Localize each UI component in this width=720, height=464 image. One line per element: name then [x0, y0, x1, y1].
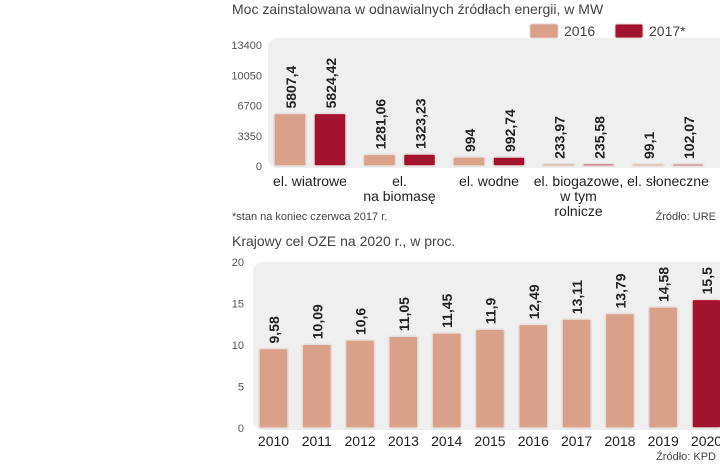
data-label: 994 [462, 128, 478, 152]
data-label: 5807,4 [283, 66, 299, 109]
data-label: 11,45 [439, 293, 455, 327]
category-label: el. wodne [459, 173, 519, 189]
category-label: el. biogazowe, [534, 173, 624, 189]
data-label: 1281,06 [373, 99, 389, 150]
y-tick-label: 15 [232, 299, 244, 311]
y-tick-label: 5 [238, 382, 244, 394]
x-tick-label: 2016 [518, 433, 549, 449]
chart-title: Krajowy cel OZE na 2020 r., w proc. [232, 233, 455, 249]
data-label: 11,9 [483, 298, 499, 325]
bar [492, 156, 526, 167]
bar [344, 339, 376, 429]
source: Źródło: KPD [656, 450, 716, 463]
category-label: w tym [559, 188, 597, 204]
footnote: *stan na koniec czerwca 2017 r. [232, 211, 387, 223]
x-tick-label: 2010 [258, 433, 289, 449]
y-tick-label: 3350 [238, 131, 262, 143]
bar [518, 323, 549, 429]
bar [258, 347, 289, 429]
data-label: 10,6 [353, 308, 369, 335]
bar [541, 163, 576, 167]
category-label: na biomasę [363, 188, 436, 204]
x-tick-label: 2011 [302, 433, 332, 449]
bar [631, 163, 665, 167]
data-label: 235,58 [592, 116, 608, 159]
category-label: rolnicze [554, 203, 602, 219]
data-label: 13,11 [569, 280, 585, 314]
legend-swatch [614, 23, 644, 39]
x-tick-label: 2018 [604, 433, 635, 449]
bar [431, 332, 462, 429]
bar [362, 153, 397, 167]
x-tick-label: 2012 [345, 433, 376, 449]
bar [691, 298, 720, 429]
bar [474, 328, 506, 429]
bar [647, 306, 679, 429]
category-label: el. [392, 173, 407, 189]
y-tick-label: 10 [232, 340, 244, 352]
y-tick-label: 6700 [238, 101, 262, 113]
data-label: 992,74 [502, 109, 518, 152]
data-label: 13,79 [612, 273, 628, 308]
bar [561, 318, 592, 429]
data-label: 15,5 [699, 267, 715, 294]
legend-swatch [529, 23, 559, 39]
legend-label: 2016 [564, 23, 595, 39]
data-label: 1323,23 [413, 98, 429, 149]
x-tick-label: 2014 [431, 433, 462, 449]
y-tick-label: 0 [256, 161, 262, 173]
data-label: 12,49 [526, 284, 542, 319]
bar [604, 312, 636, 429]
data-label: 99,1 [641, 132, 657, 159]
bar [581, 163, 616, 167]
data-label: 233,97 [552, 116, 568, 159]
source: Źródło: URE [655, 210, 716, 223]
bar [388, 335, 419, 429]
data-label: 9,58 [266, 316, 282, 343]
bar [301, 343, 333, 429]
x-tick-label: 2017 [561, 433, 592, 449]
data-label: 14,58 [656, 267, 672, 302]
legend-label: 2017* [649, 23, 686, 39]
y-tick-label: 13400 [231, 40, 262, 52]
x-tick-label: 2013 [388, 433, 419, 449]
x-tick-label: 2015 [474, 433, 505, 449]
data-label: 11,05 [396, 297, 412, 331]
category-label: el. słoneczne [627, 173, 709, 189]
y-tick-label: 20 [232, 257, 244, 269]
x-tick-label: 2020 [691, 433, 720, 449]
category-label: el. wiatrowe [273, 173, 347, 189]
data-label: 5824,42 [323, 58, 339, 109]
data-label: 10,09 [309, 304, 325, 339]
x-tick-label: 2019 [648, 433, 679, 449]
y-tick-label: 0 [238, 423, 244, 435]
bar [402, 153, 437, 167]
bar [671, 163, 705, 167]
bar [273, 112, 307, 167]
bar [452, 156, 486, 167]
bar [313, 112, 347, 167]
chart-title: Moc zainstalowana w odnawialnych źródłac… [232, 1, 604, 17]
data-label: 102,07 [681, 116, 697, 159]
plot-background [268, 38, 720, 168]
y-tick-label: 10050 [231, 70, 262, 82]
